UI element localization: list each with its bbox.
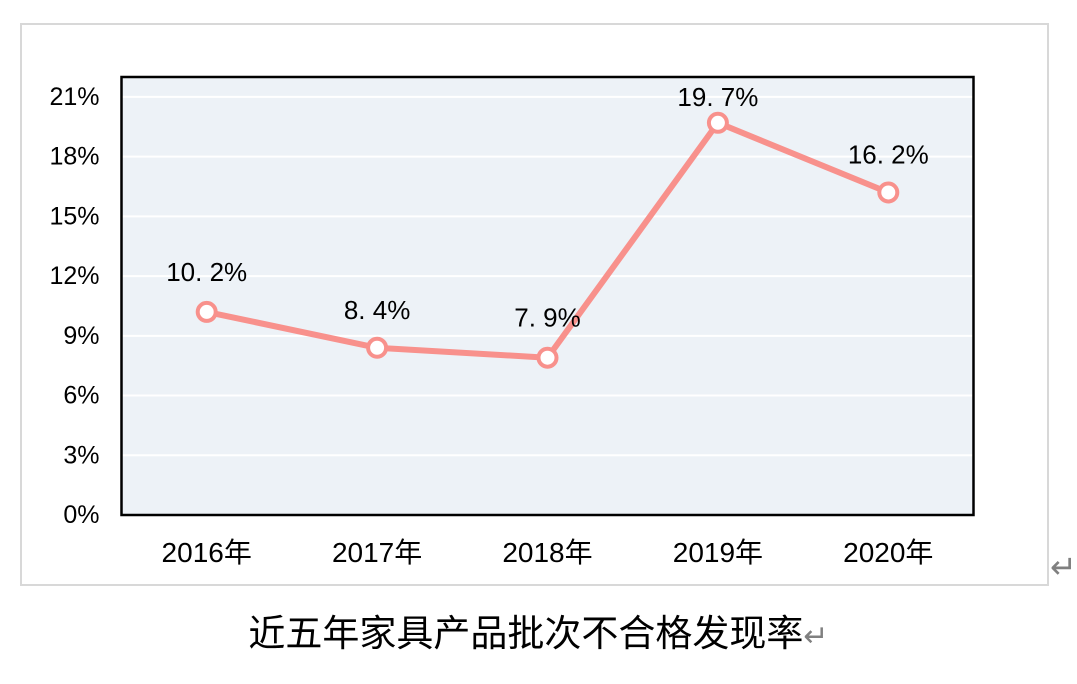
chart-container[interactable]: 0% 3% 6% 9% 12% 15% 18% 21% 2016年 2017年 2018年 2019年… [20,23,1049,586]
y-axis-tick-label: 0% [63,501,99,529]
x-axis-tick-label: 2017年 [332,537,422,568]
y-axis-tick-label: 18% [49,143,99,171]
data-label: 10. 2% [166,257,247,287]
x-axis-tick-label: 2016年 [162,537,252,568]
x-axis-tick-label: 2020年 [843,537,933,568]
data-point-marker [877,181,900,204]
paragraph-mark-after-chart: ↵ [1050,548,1077,586]
x-axis-tick-label: 2019年 [673,537,763,568]
y-axis-tick-label: 6% [63,382,99,410]
data-point-marker [366,336,389,359]
data-point-marker [195,300,218,323]
y-axis-tick-label: 9% [63,322,99,350]
data-label: 16. 2% [848,139,929,169]
plot-border [120,75,975,517]
data-point-marker [706,111,729,134]
paragraph-mark-after-caption: ↵ [803,619,829,654]
y-axis-tick-label: 15% [49,202,99,230]
y-axis-tick-label: 12% [49,262,99,290]
y-axis-tick-label: 3% [63,441,99,469]
x-axis-tick-label: 2018年 [502,537,592,568]
chart-caption: 近五年家具产品批次不合格发现率↵ [0,612,1077,659]
data-label: 19. 7% [677,82,758,112]
plot-area [121,77,974,515]
data-label: 8. 4% [344,295,411,325]
y-axis-tick-label: 21% [49,83,99,111]
chart-caption-text: 近五年家具产品批次不合格发现率 [248,613,804,654]
line-chart: 0% 3% 6% 9% 12% 15% 18% 21% 2016年 2017年 2018年 2019年… [49,75,975,568]
data-point-marker [536,346,559,369]
data-label: 7. 9% [514,303,581,333]
